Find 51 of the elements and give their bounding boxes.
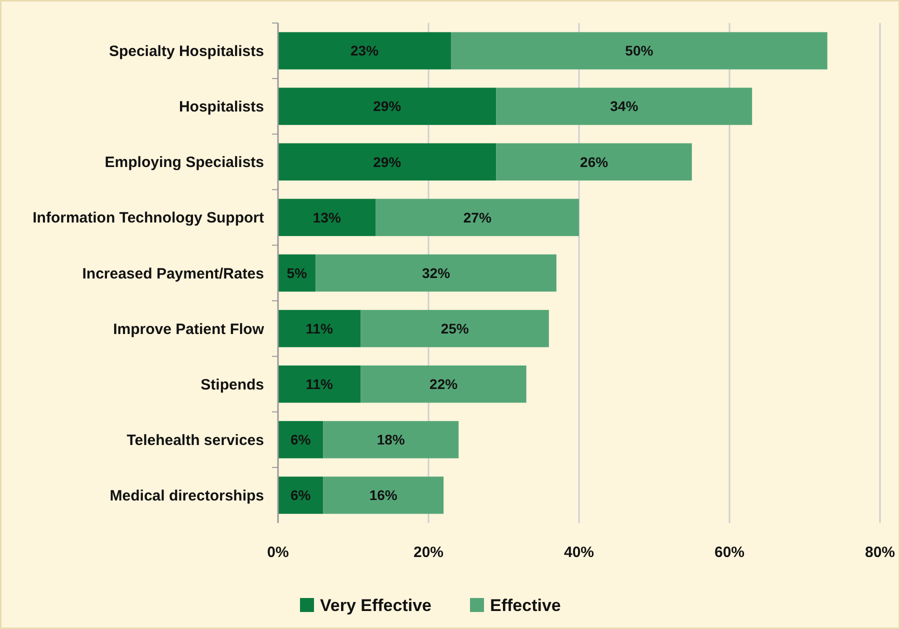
- bar: [451, 32, 828, 70]
- data-label: 16%: [369, 487, 398, 504]
- data-label: 27%: [463, 209, 492, 226]
- bar: [278, 198, 376, 236]
- data-label: 22%: [430, 376, 458, 392]
- bar: [323, 421, 459, 458]
- x-tick-label: 60%: [714, 544, 745, 561]
- data-label: 26%: [580, 154, 609, 170]
- bar: [376, 198, 579, 236]
- bar: [278, 143, 496, 180]
- y-tick-label: Stipends: [200, 376, 264, 394]
- bar: [278, 32, 452, 70]
- x-tick-label: 80%: [864, 544, 896, 561]
- data-label: 11%: [306, 320, 334, 336]
- x-tick-label: 20%: [413, 544, 444, 561]
- y-tick-label: Improve Patient Flow: [113, 320, 264, 338]
- bar: [323, 476, 444, 514]
- data-label: 29%: [373, 98, 402, 114]
- bar: [278, 310, 361, 348]
- bar: [278, 421, 324, 458]
- bar: [496, 143, 692, 180]
- x-tick-label: 40%: [564, 544, 594, 561]
- data-label: 18%: [376, 432, 406, 448]
- bar: [360, 310, 549, 348]
- legend-label: Very Effective: [320, 596, 432, 615]
- data-label: 29%: [373, 154, 402, 170]
- y-tick-label: Increased Payment/Rates: [82, 265, 264, 282]
- data-label: 23%: [350, 42, 380, 59]
- data-label: 6%: [290, 432, 312, 448]
- bar: [278, 366, 361, 403]
- data-label: 11%: [306, 376, 334, 392]
- y-tick-label: Specialty Hospitalists: [108, 43, 264, 60]
- data-label: 13%: [312, 209, 342, 226]
- data-label: 32%: [422, 264, 451, 281]
- bar: [360, 366, 526, 403]
- data-label: 50%: [625, 42, 654, 59]
- data-label: 34%: [610, 98, 639, 114]
- bar: [278, 88, 496, 125]
- bar: [496, 88, 752, 125]
- data-label: 6%: [290, 487, 312, 504]
- y-tick-label: Telehealth services: [126, 432, 264, 449]
- y-tick-label: Information Technology Support: [32, 210, 264, 227]
- x-tick-label: 0%: [267, 544, 289, 561]
- data-label: 5%: [286, 264, 308, 281]
- data-label: 25%: [440, 320, 470, 336]
- y-tick-label: Hospitalists: [178, 98, 264, 116]
- bar: [316, 254, 556, 292]
- y-tick-label: Employing Specialists: [104, 154, 264, 172]
- bar: [278, 476, 324, 514]
- legend-label: Effective: [490, 596, 561, 615]
- y-tick-label: Medical directorships: [110, 487, 264, 504]
